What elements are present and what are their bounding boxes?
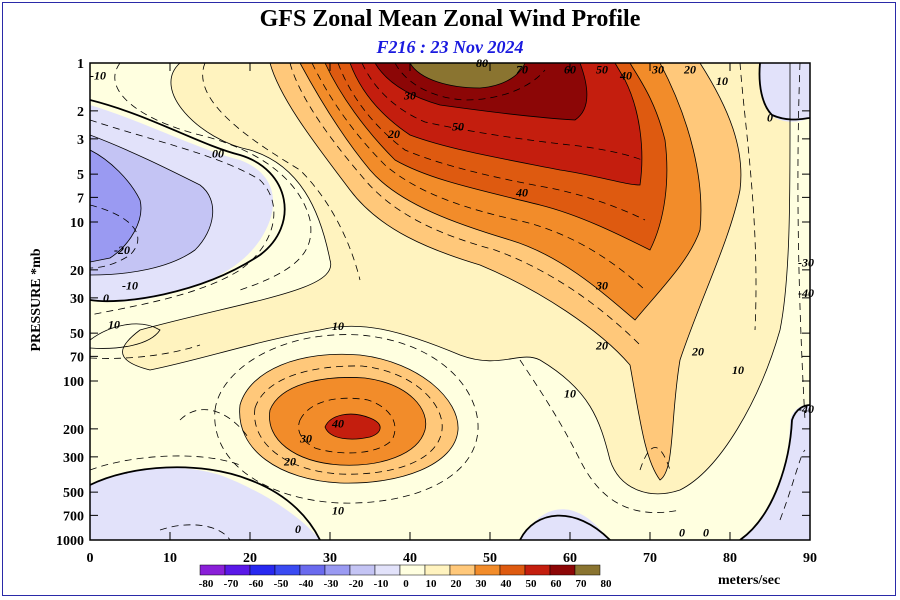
contour-label: -40 xyxy=(798,286,814,300)
x-tick-label: 90 xyxy=(803,551,817,566)
x-tick-label: 80 xyxy=(723,551,737,566)
contour-label: 80 xyxy=(476,56,488,70)
chart-svg: 1235710203050701002003005007001000 0 10 20… xyxy=(0,0,900,600)
y-tick-label: 20 xyxy=(70,264,84,279)
colorbar-tick-label: -50 xyxy=(274,578,289,590)
contour-label: 40 xyxy=(619,69,632,83)
contour-label: 0 xyxy=(295,522,301,536)
x-tick-label: 60 xyxy=(563,551,577,566)
y-axis-label: PRESSURE *mb xyxy=(29,248,44,351)
contour-label: 00 xyxy=(212,146,224,160)
contour-label: 0 xyxy=(679,526,685,540)
y-tick-label: 500 xyxy=(63,486,84,501)
x-tick-label: 70 xyxy=(643,551,657,566)
contour-label: 20 xyxy=(683,63,696,77)
colorbar-tick-label: 70 xyxy=(576,578,588,590)
y-tick-label: 1000 xyxy=(56,534,84,549)
y-tick-label: 700 xyxy=(63,509,84,524)
contour-field xyxy=(90,63,810,540)
colorbar-cell xyxy=(525,565,550,575)
colorbar-cell xyxy=(425,565,450,575)
colorbar-tick-label: 10 xyxy=(426,578,438,590)
colorbar-cell xyxy=(475,565,500,575)
colorbar-cell xyxy=(250,565,275,575)
y-tick-label: 70 xyxy=(70,350,84,365)
colorbar-cell xyxy=(225,565,250,575)
x-tick-label: 10 xyxy=(163,551,177,566)
colorbar-cell xyxy=(325,565,350,575)
contour-label: -40 xyxy=(798,402,814,416)
contour-label: 20 xyxy=(595,339,608,353)
colorbar-cell xyxy=(550,565,575,575)
y-tick-label: 1 xyxy=(77,57,84,72)
contour-label: 0 xyxy=(767,110,773,124)
contour-label: 30 xyxy=(299,432,312,446)
contour-label: 10 xyxy=(716,74,728,88)
colorbar-tick-label: 50 xyxy=(526,578,538,590)
y-tick-label: 30 xyxy=(70,292,84,307)
colorbar-tick-label: 0 xyxy=(403,578,409,590)
contour-label: 10 xyxy=(332,503,344,517)
colorbar-tick-label: -30 xyxy=(324,578,339,590)
colorbar-tick-label: -20 xyxy=(349,578,364,590)
contour-label: 10 xyxy=(564,387,576,401)
y-tick-label: 5 xyxy=(77,168,84,183)
contour-label: 10 xyxy=(108,317,120,331)
colorbar-tick-label: -80 xyxy=(199,578,214,590)
contour-label: 0 xyxy=(103,291,109,305)
colorbar-tick-label: 60 xyxy=(551,578,563,590)
y-tick-label: 7 xyxy=(77,191,84,206)
x-tick-label: 50 xyxy=(483,551,497,566)
contour-label: 40 xyxy=(331,416,344,430)
colorbar-tick-label: 20 xyxy=(451,578,463,590)
contour-label: -20 xyxy=(114,243,130,257)
colorbar-tick-label: 30 xyxy=(476,578,488,590)
y-tick-label: 3 xyxy=(77,133,84,148)
colorbar-tick-label: -10 xyxy=(374,578,389,590)
contour-label: 20 xyxy=(387,127,400,141)
contour-label: 30 xyxy=(595,278,608,292)
contour-label: 20 xyxy=(691,344,704,358)
y-tick-label: 100 xyxy=(63,375,84,390)
colorbar-cell xyxy=(200,565,225,575)
contour-label: 10 xyxy=(732,363,744,377)
y-tick-label: 300 xyxy=(63,451,84,466)
colorbar-tick-label: -40 xyxy=(299,578,314,590)
x-tick-label: 20 xyxy=(243,551,257,566)
contour-label: 60 xyxy=(564,63,576,77)
x-tick-label: 0 xyxy=(87,551,94,566)
y-tick-label: 50 xyxy=(70,327,84,342)
contour-label: 0 xyxy=(703,526,709,540)
y-tick-label: 200 xyxy=(63,423,84,438)
x-tick-label: 30 xyxy=(323,551,337,566)
contour-label: 40 xyxy=(515,185,528,199)
colorbar-tick-label: -60 xyxy=(249,578,264,590)
colorbar-tick-label: -70 xyxy=(224,578,239,590)
contour-label: 30 xyxy=(651,63,664,77)
colorbar-cell xyxy=(575,565,600,575)
colorbar-tick-label: 80 xyxy=(601,578,613,590)
contour-label: -10 xyxy=(122,278,138,292)
contour-label: 50 xyxy=(452,119,464,133)
colorbar-cell xyxy=(350,565,375,575)
contour-label: 70 xyxy=(516,63,528,77)
colorbar-cell xyxy=(300,565,325,575)
contour-label: 10 xyxy=(332,319,344,333)
contour-label: -30 xyxy=(798,256,814,270)
colorbar-cell xyxy=(500,565,525,575)
contour-label: -10 xyxy=(90,69,106,83)
contour-label: 30 xyxy=(403,88,416,102)
contour-label: 50 xyxy=(596,63,608,77)
colorbar-units: meters/sec xyxy=(718,573,780,588)
x-tick-label: 40 xyxy=(403,551,417,566)
colorbar-tick-label: 40 xyxy=(501,578,513,590)
colorbar-cell xyxy=(400,565,425,575)
colorbar: -80 -70 -60 -50 -40 -30 -20 -10 0 10 20 30 40 50 60 70 8… xyxy=(199,565,612,590)
colorbar-cell xyxy=(275,565,300,575)
colorbar-cell xyxy=(375,565,400,575)
y-tick-label: 2 xyxy=(77,105,84,120)
contour-label: 20 xyxy=(283,454,296,468)
colorbar-cell xyxy=(450,565,475,575)
y-tick-label: 10 xyxy=(70,216,84,231)
